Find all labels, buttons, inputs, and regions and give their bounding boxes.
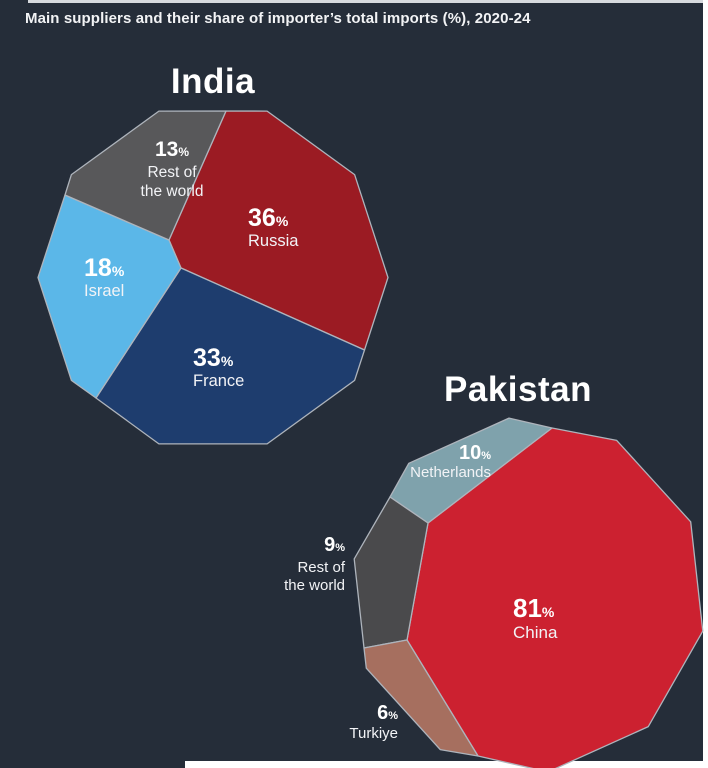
pakistan-label-turkiye-line1: Turkiye bbox=[349, 725, 398, 742]
india-label-rest-of-the-world-line2: the world bbox=[141, 183, 204, 200]
page-edge-top bbox=[28, 0, 708, 3]
india-label-rest-of-the-world-line1: Rest of bbox=[147, 164, 197, 181]
india-value-israel: 18% bbox=[84, 254, 125, 282]
pakistan-label-rest-of-the-world-line1: Rest of bbox=[297, 559, 345, 576]
pakistan-label-china-line1: China bbox=[513, 623, 558, 642]
pakistan-label-rest-of-the-world-line2: the world bbox=[284, 577, 345, 594]
india-value-rest-of-the-world: 13% bbox=[155, 138, 189, 161]
pakistan-value-turkiye: 6% bbox=[377, 702, 398, 724]
page-edge-bottom bbox=[185, 761, 708, 768]
pakistan-value-china: 81% bbox=[513, 593, 555, 623]
page-title: Main suppliers and their share of import… bbox=[25, 10, 531, 27]
india-segment-rest-of-the-world bbox=[64, 110, 227, 241]
india-value-russia: 36% bbox=[248, 204, 289, 232]
chart-india: 36%Russia 33%France 18%Israel 13% Rest of the… bbox=[37, 110, 389, 445]
pakistan-segment-turkiye bbox=[363, 639, 479, 757]
india-label-france-line1: France bbox=[193, 372, 244, 390]
chart-title-pakistan: Pakistan bbox=[444, 370, 592, 409]
chart-title-india: India bbox=[170, 62, 256, 101]
page-edge-right bbox=[703, 0, 708, 768]
pakistan-value-rest-of-the-world: 9% bbox=[324, 534, 345, 556]
india-label-israel-line1: Israel bbox=[84, 282, 124, 300]
pakistan-value-netherlands: 10% bbox=[459, 442, 491, 464]
india-value-france: 33% bbox=[193, 344, 234, 372]
india-label-russia-line1: Russia bbox=[248, 232, 299, 250]
pakistan-label-netherlands-line1: Netherlands bbox=[410, 464, 491, 481]
